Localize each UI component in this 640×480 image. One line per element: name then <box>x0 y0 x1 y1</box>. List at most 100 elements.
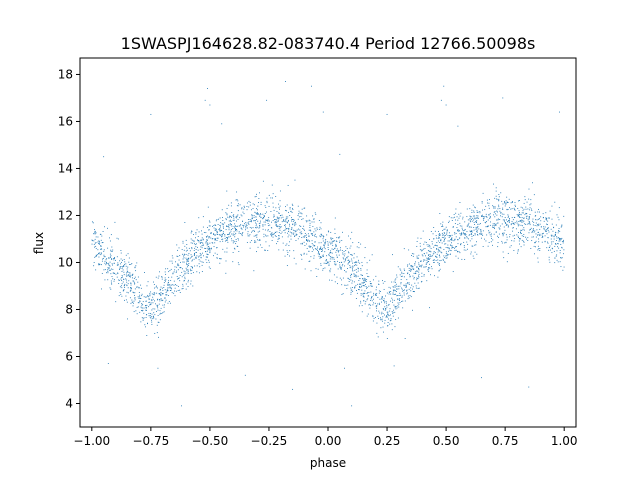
data-point <box>115 301 117 303</box>
data-point <box>127 253 129 255</box>
data-point <box>500 212 502 214</box>
data-point <box>473 210 475 212</box>
data-point <box>429 267 431 269</box>
plot-frame <box>79 57 577 428</box>
data-point <box>514 202 516 204</box>
data-point <box>249 226 251 228</box>
data-point <box>455 232 457 234</box>
data-point <box>444 257 446 259</box>
data-point <box>120 252 122 254</box>
data-point <box>368 291 370 293</box>
data-point <box>476 220 478 222</box>
data-point <box>264 249 266 251</box>
data-point <box>202 261 204 263</box>
data-point <box>440 238 442 240</box>
data-point <box>287 184 289 186</box>
data-point <box>454 223 456 225</box>
data-point <box>147 294 149 296</box>
data-point <box>186 259 188 260</box>
data-point <box>301 213 303 215</box>
data-point <box>275 224 277 226</box>
data-point <box>385 316 387 318</box>
data-point <box>109 253 111 255</box>
data-point <box>356 292 358 294</box>
data-point <box>504 202 506 204</box>
data-point <box>214 224 216 226</box>
data-point <box>291 211 293 213</box>
data-point <box>370 291 372 293</box>
data-point <box>331 237 333 239</box>
data-point <box>226 213 228 215</box>
data-point <box>273 233 275 235</box>
data-point <box>498 206 500 208</box>
data-point <box>276 225 277 227</box>
data-point <box>498 204 500 206</box>
data-point <box>313 245 315 247</box>
data-point <box>455 255 457 257</box>
data-point <box>482 246 484 247</box>
data-point <box>306 237 307 238</box>
data-point <box>272 193 274 195</box>
data-point <box>386 113 388 115</box>
data-point <box>382 316 384 318</box>
data-point <box>386 325 388 327</box>
data-point <box>205 251 207 253</box>
data-point <box>128 275 130 277</box>
data-point <box>332 238 334 239</box>
data-point <box>185 267 187 269</box>
data-point <box>375 289 377 291</box>
data-point <box>141 310 143 312</box>
data-point <box>227 216 229 218</box>
data-point <box>499 228 501 230</box>
data-point <box>260 213 261 215</box>
data-point <box>124 287 126 288</box>
data-point <box>120 293 122 295</box>
x-tick-label: −0.25 <box>251 434 288 448</box>
data-point <box>433 227 435 228</box>
data-point <box>457 230 459 232</box>
data-point <box>287 220 289 222</box>
data-point <box>397 302 399 304</box>
data-point <box>272 236 274 238</box>
data-point <box>268 245 270 247</box>
data-point <box>176 255 178 257</box>
data-point <box>146 285 148 287</box>
data-point <box>201 233 203 235</box>
data-point <box>152 293 154 295</box>
data-point <box>375 275 377 277</box>
data-point <box>207 239 208 241</box>
y-tick-label: 10 <box>58 255 73 269</box>
data-point <box>300 243 302 245</box>
data-point <box>358 247 360 249</box>
data-point <box>461 225 463 227</box>
data-point <box>125 265 127 267</box>
data-point <box>416 255 418 257</box>
data-point <box>361 278 363 280</box>
data-point <box>471 234 473 235</box>
data-point <box>236 245 238 247</box>
data-point <box>172 284 174 286</box>
data-point <box>443 234 445 236</box>
data-point <box>366 315 368 317</box>
data-point <box>231 233 233 235</box>
data-point <box>208 266 210 268</box>
data-point <box>370 285 372 287</box>
data-point <box>268 205 270 207</box>
data-point <box>559 239 560 240</box>
data-point <box>145 309 147 311</box>
data-point <box>345 271 347 273</box>
data-point <box>481 216 483 217</box>
data-point <box>100 239 102 241</box>
data-point <box>404 269 406 271</box>
data-point <box>301 233 303 235</box>
data-point <box>417 270 419 272</box>
data-point <box>118 283 120 284</box>
data-point <box>511 217 513 219</box>
data-point <box>187 261 189 262</box>
data-point <box>149 298 150 300</box>
data-point <box>207 242 209 244</box>
data-point <box>494 224 496 226</box>
data-point <box>531 232 533 234</box>
data-point <box>395 293 397 295</box>
data-point <box>436 256 438 258</box>
